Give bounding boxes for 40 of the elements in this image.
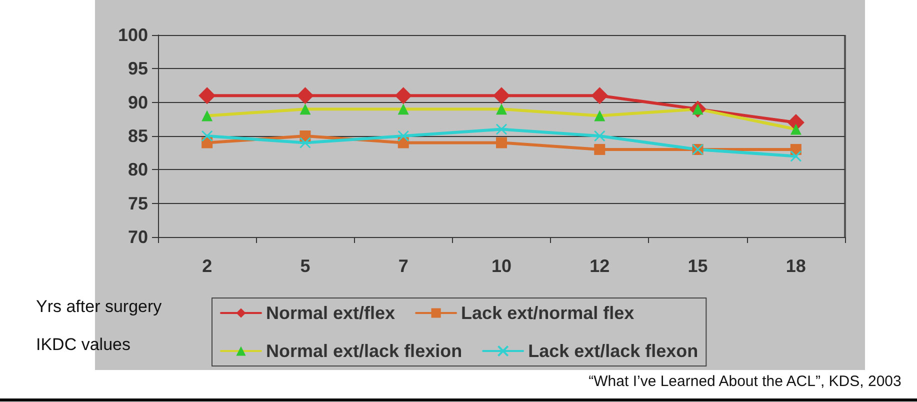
point [201, 130, 213, 142]
x-tick-label: 18 [786, 256, 806, 276]
y-tick-label: 70 [128, 227, 148, 247]
y-axis-title: IKDC values [36, 335, 130, 354]
x-axis-title: Yrs after surgery [36, 297, 162, 316]
text: “What I’ve Learned About the ACL”, KDS, 2003 [588, 373, 902, 390]
point [299, 136, 311, 148]
y-tick-label: 100 [118, 25, 148, 45]
point [591, 87, 608, 104]
point [594, 130, 606, 142]
point [296, 87, 314, 104]
legend-label: Lack ext/lack flexon [528, 341, 698, 361]
point [790, 124, 802, 135]
y-tick-label: 85 [128, 126, 148, 146]
x-tick-label: 15 [688, 256, 708, 276]
point [398, 130, 410, 142]
point [496, 124, 508, 136]
y-tick-label: 90 [128, 92, 148, 112]
y-tick-label: 75 [128, 193, 148, 214]
legend-label: Lack ext/normal flex [461, 303, 634, 323]
point [493, 87, 510, 104]
point [398, 104, 409, 115]
legend-label: Normal ext/lack flexion [266, 341, 462, 361]
x-tick-label: 12 [590, 256, 610, 276]
point [496, 104, 507, 115]
point [594, 110, 606, 122]
y-tick-label: 80 [128, 160, 148, 180]
point [198, 87, 216, 104]
x-tick-label: 10 [491, 256, 512, 276]
x-tick-label: 5 [300, 256, 310, 276]
legend-label: Normal ext/flex [266, 303, 396, 323]
point [594, 144, 606, 155]
point [300, 104, 311, 115]
point [496, 137, 507, 148]
point [790, 150, 802, 162]
x-tick-label: 2 [202, 256, 212, 276]
x-tick-label: 7 [398, 256, 408, 276]
y-tick-label: 95 [128, 58, 148, 79]
point [394, 87, 412, 104]
point [202, 110, 213, 122]
